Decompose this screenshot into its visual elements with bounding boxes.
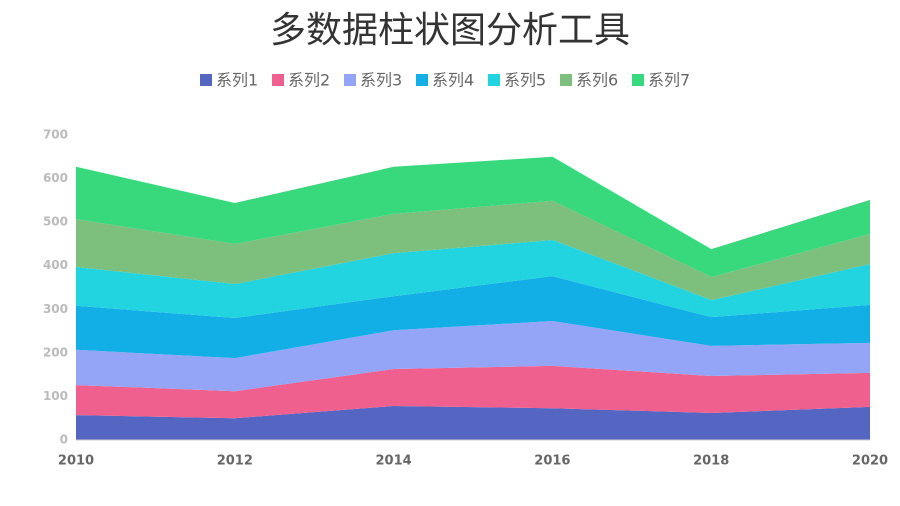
legend-label: 系列3 [360,71,402,90]
area [76,276,870,359]
x-tick-label: 2018 [693,454,729,469]
area [76,365,870,419]
legend-swatch [560,74,572,86]
legend-swatch [632,74,644,86]
area [76,156,870,278]
y-tick-label: 0 [60,433,68,447]
y-tick-label: 300 [43,302,68,316]
area [76,200,870,301]
area [76,240,870,318]
x-tick-label: 2012 [217,454,253,469]
legend-label: 系列1 [216,71,258,90]
legend-swatch [272,74,284,86]
y-tick-label: 700 [43,128,68,142]
legend-label: 系列6 [576,71,618,90]
legend-swatch [488,74,500,86]
x-tick-label: 2016 [534,454,570,469]
legend-label: 系列2 [288,71,330,90]
y-tick-label: 100 [43,389,68,403]
y-tick-label: 200 [43,345,68,359]
y-tick-label: 400 [43,258,68,272]
x-tick-label: 2010 [58,454,94,469]
legend-label: 系列4 [432,71,474,90]
legend-label: 系列5 [504,71,546,90]
area [76,406,870,440]
area [76,321,870,392]
legend-label: 系列7 [648,71,690,90]
chart-title: 多数据柱状图分析工具 [270,10,630,51]
legend-swatch [200,74,212,86]
y-tick-label: 600 [43,171,68,185]
legend-swatch [416,74,428,86]
legend-swatch [344,74,356,86]
x-tick-label: 2014 [376,454,412,469]
y-tick-label: 500 [43,215,68,229]
x-tick-label: 2020 [852,454,888,469]
